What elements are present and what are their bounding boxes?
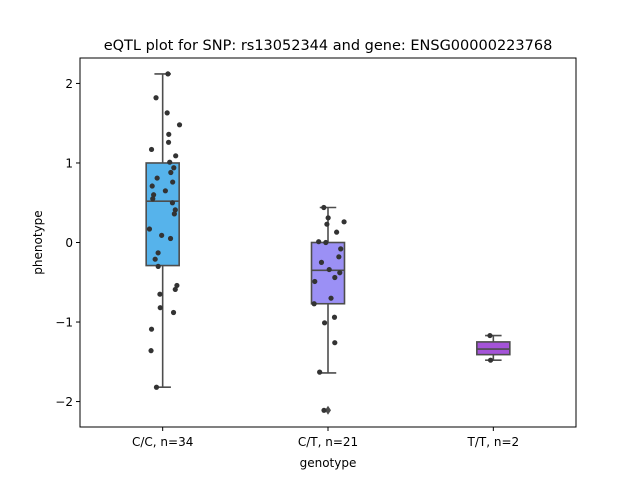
data-point: [487, 332, 493, 339]
y-tick-label: −2: [55, 395, 73, 409]
data-point: [166, 131, 172, 137]
data-point: [169, 200, 176, 206]
data-point: [324, 221, 330, 227]
x-tick-label: C/C, n=34: [132, 435, 193, 449]
boxes-layer: [145, 73, 511, 415]
data-point: [316, 239, 322, 245]
box-group: [476, 334, 511, 361]
data-point: [174, 282, 180, 289]
data-point: [312, 278, 318, 285]
y-axis-label: phenotype: [31, 210, 45, 274]
data-point: [172, 207, 178, 213]
data-point: [162, 188, 168, 194]
data-point: [311, 301, 317, 307]
x-axis-label: genotype: [300, 456, 357, 470]
data-point: [176, 122, 183, 128]
data-point: [165, 71, 171, 77]
data-point: [317, 369, 323, 375]
data-point: [152, 256, 158, 262]
data-point: [149, 183, 155, 189]
chart-title: eQTL plot for SNP: rs13052344 and gene: …: [104, 38, 553, 54]
data-point: [337, 270, 343, 276]
data-point: [171, 211, 177, 217]
y-axis: −2 −1 0 1 2: [55, 77, 80, 409]
data-point: [168, 169, 174, 176]
data-point: [331, 314, 338, 320]
data-point: [487, 357, 494, 363]
data-point: [146, 226, 153, 232]
data-point: [157, 291, 163, 297]
data-point: [341, 219, 347, 225]
data-point: [173, 153, 179, 159]
data-point: [153, 95, 159, 101]
data-point: [323, 239, 329, 246]
data-point: [148, 348, 154, 354]
data-point: [171, 165, 177, 171]
data-point: [172, 286, 178, 293]
data-point: [332, 274, 338, 281]
data-point: [159, 232, 165, 238]
x-tick-label: T/T, n=2: [467, 435, 520, 449]
data-point: [321, 320, 328, 326]
data-point: [334, 229, 340, 235]
y-tick-label: −1: [55, 316, 73, 330]
data-point: [148, 146, 155, 153]
data-point: [155, 250, 161, 256]
y-tick-label: 0: [65, 236, 73, 250]
data-point: [165, 139, 172, 145]
data-point: [164, 110, 170, 116]
data-point: [325, 215, 331, 221]
data-point: [336, 254, 342, 260]
data-point: [338, 246, 344, 252]
data-point: [318, 259, 325, 265]
data-point: [153, 384, 160, 390]
data-point: [170, 309, 177, 316]
data-point: [148, 326, 155, 332]
data-point: [155, 263, 161, 269]
box-group: [310, 206, 346, 415]
data-point: [332, 340, 338, 346]
data-point: [151, 192, 157, 198]
data-point: [321, 204, 327, 211]
data-point: [167, 235, 174, 242]
data-point: [150, 196, 156, 202]
data-point: [328, 295, 334, 301]
data-point: [326, 266, 332, 273]
data-point: [154, 175, 160, 181]
data-point: [321, 407, 327, 413]
data-point: [157, 305, 163, 311]
data-point: [167, 159, 173, 165]
points-layer: [146, 71, 494, 413]
box-outlier: [325, 405, 331, 415]
y-tick-label: 1: [65, 156, 73, 170]
x-axis: C/C, n=34 C/T, n=21 T/T, n=2: [132, 427, 519, 449]
x-tick-label: C/T, n=21: [298, 435, 358, 449]
y-tick-label: 2: [65, 77, 73, 91]
data-point: [170, 179, 176, 185]
